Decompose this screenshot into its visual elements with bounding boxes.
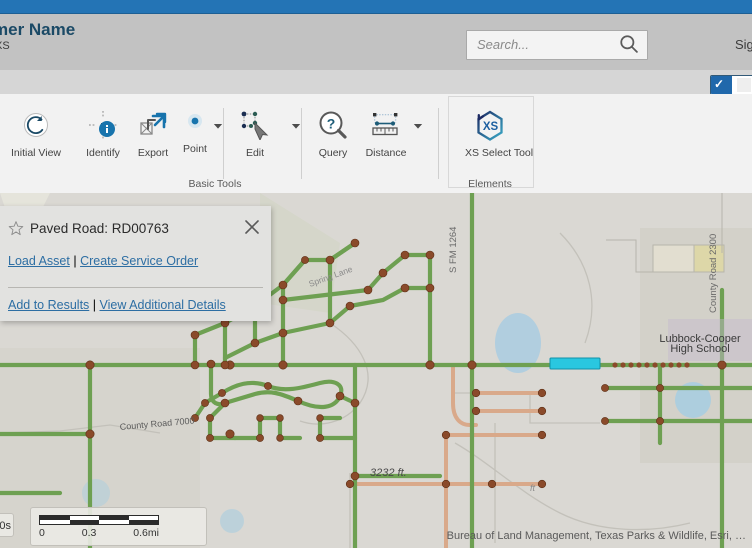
svg-text:?: ? xyxy=(327,116,336,132)
svg-text:S FM 1264: S FM 1264 xyxy=(448,227,459,273)
svg-text:ft: ft xyxy=(530,483,536,493)
svg-text:3232 ft.: 3232 ft. xyxy=(370,467,407,479)
svg-text:XS: XS xyxy=(483,121,499,133)
svg-text:County Road 2300: County Road 2300 xyxy=(708,234,719,313)
svg-text:High School: High School xyxy=(670,343,729,355)
